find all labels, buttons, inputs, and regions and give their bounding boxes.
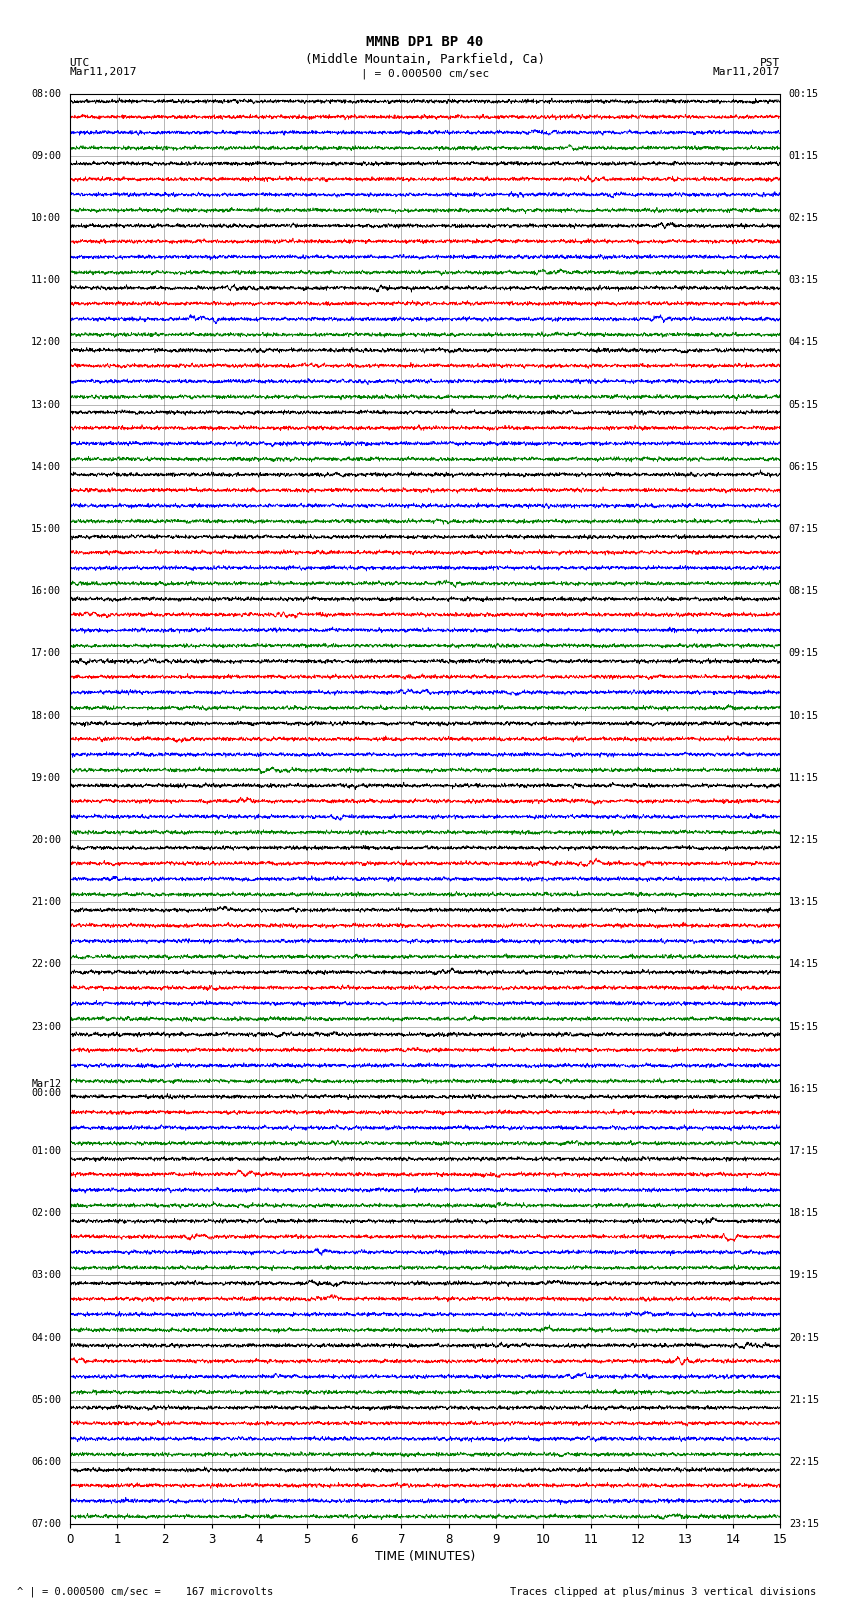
Text: 11:00: 11:00 [31, 276, 61, 286]
Text: 22:00: 22:00 [31, 960, 61, 969]
Text: 07:15: 07:15 [789, 524, 819, 534]
Text: 02:15: 02:15 [789, 213, 819, 223]
Text: 06:00: 06:00 [31, 1457, 61, 1468]
Text: Traces clipped at plus/minus 3 vertical divisions: Traces clipped at plus/minus 3 vertical … [510, 1587, 816, 1597]
Text: 00:15: 00:15 [789, 89, 819, 98]
Text: 17:00: 17:00 [31, 648, 61, 658]
Text: 23:15: 23:15 [789, 1519, 819, 1529]
Text: 15:00: 15:00 [31, 524, 61, 534]
Text: 12:00: 12:00 [31, 337, 61, 347]
Text: 20:00: 20:00 [31, 836, 61, 845]
Text: 13:15: 13:15 [789, 897, 819, 907]
Text: (Middle Mountain, Parkfield, Ca): (Middle Mountain, Parkfield, Ca) [305, 53, 545, 66]
Text: 20:15: 20:15 [789, 1332, 819, 1342]
Text: 13:00: 13:00 [31, 400, 61, 410]
Text: PST: PST [760, 58, 780, 68]
Text: | = 0.000500 cm/sec: | = 0.000500 cm/sec [361, 68, 489, 79]
Text: 05:15: 05:15 [789, 400, 819, 410]
Text: 04:00: 04:00 [31, 1332, 61, 1342]
Text: UTC: UTC [70, 58, 90, 68]
Text: Mar11,2017: Mar11,2017 [70, 68, 137, 77]
Text: ^ | = 0.000500 cm/sec =    167 microvolts: ^ | = 0.000500 cm/sec = 167 microvolts [17, 1586, 273, 1597]
Text: 09:00: 09:00 [31, 150, 61, 161]
Text: 21:00: 21:00 [31, 897, 61, 907]
Text: 21:15: 21:15 [789, 1395, 819, 1405]
Text: 19:00: 19:00 [31, 773, 61, 782]
Text: Mar11,2017: Mar11,2017 [713, 68, 780, 77]
Text: 18:15: 18:15 [789, 1208, 819, 1218]
Text: 06:15: 06:15 [789, 461, 819, 471]
Text: 01:15: 01:15 [789, 150, 819, 161]
Text: 19:15: 19:15 [789, 1271, 819, 1281]
Text: 09:15: 09:15 [789, 648, 819, 658]
Text: 15:15: 15:15 [789, 1021, 819, 1032]
Text: 10:00: 10:00 [31, 213, 61, 223]
Text: 01:00: 01:00 [31, 1147, 61, 1157]
Text: 18:00: 18:00 [31, 711, 61, 721]
Text: 16:15: 16:15 [789, 1084, 819, 1094]
Text: 04:15: 04:15 [789, 337, 819, 347]
Text: 14:15: 14:15 [789, 960, 819, 969]
Text: 11:15: 11:15 [789, 773, 819, 782]
Text: 03:00: 03:00 [31, 1271, 61, 1281]
Text: 03:15: 03:15 [789, 276, 819, 286]
X-axis label: TIME (MINUTES): TIME (MINUTES) [375, 1550, 475, 1563]
Text: MMNB DP1 BP 40: MMNB DP1 BP 40 [366, 35, 484, 50]
Text: 10:15: 10:15 [789, 711, 819, 721]
Text: 22:15: 22:15 [789, 1457, 819, 1468]
Text: 23:00: 23:00 [31, 1021, 61, 1032]
Text: 08:15: 08:15 [789, 586, 819, 597]
Text: 08:00: 08:00 [31, 89, 61, 98]
Text: 16:00: 16:00 [31, 586, 61, 597]
Text: 12:15: 12:15 [789, 836, 819, 845]
Text: 05:00: 05:00 [31, 1395, 61, 1405]
Text: 14:00: 14:00 [31, 461, 61, 471]
Text: 07:00: 07:00 [31, 1519, 61, 1529]
Text: 02:00: 02:00 [31, 1208, 61, 1218]
Text: 17:15: 17:15 [789, 1147, 819, 1157]
Text: Mar12
00:00: Mar12 00:00 [31, 1079, 61, 1098]
